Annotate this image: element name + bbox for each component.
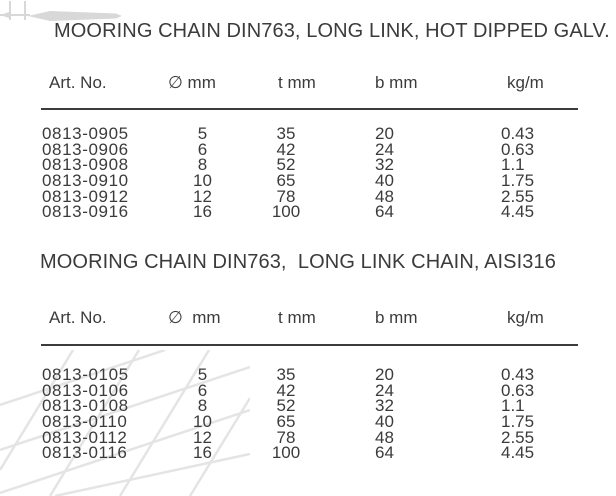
- cell-art-no: 0813-0912: [42, 186, 129, 206]
- cell-t: 35: [276, 365, 296, 384]
- cell-diameter: 6: [197, 139, 208, 159]
- table1-col-header-art-no: Art. No.: [49, 73, 107, 92]
- table2-col-header-diameter: ∅ mm: [168, 308, 221, 327]
- cell-t: 52: [276, 155, 296, 175]
- table1-col-header-t: t mm: [278, 73, 316, 92]
- cell-kg: 1.1: [501, 155, 525, 175]
- cell-diameter: 12: [193, 427, 212, 447]
- cell-art-no: 0813-0110: [42, 412, 128, 431]
- cell-art-no: 0813-0910: [42, 171, 129, 190]
- cell-diameter: 16: [193, 443, 212, 463]
- cell-b: 40: [375, 412, 394, 431]
- cell-t: 42: [276, 139, 296, 159]
- table1-col-header-diameter: ∅ mm: [168, 73, 216, 92]
- cell-b: 48: [375, 186, 394, 206]
- cell-t: 78: [276, 186, 296, 206]
- cell-art-no: 0813-0116: [42, 443, 128, 463]
- table2-col-header-kg-per-m: kg/m: [507, 308, 544, 327]
- table2-row: 0813-0105 5 35 20 0.43: [0, 365, 616, 384]
- cell-diameter: 5: [197, 124, 208, 143]
- cell-t: 65: [276, 412, 296, 431]
- table1-header: Art. No. ∅ mm t mm b mm kg/m: [0, 74, 616, 91]
- table2-row: 0813-0108 8 52 32 1.1: [0, 396, 616, 416]
- cell-art-no: 0813-0916: [42, 202, 129, 222]
- cell-kg: 2.55: [501, 427, 535, 447]
- table2-col-header-b: b mm: [375, 308, 418, 327]
- cell-kg: 1.1: [501, 396, 525, 416]
- table2-row: 0813-0112 12 78 48 2.55: [0, 427, 616, 447]
- cell-kg: 0.63: [501, 380, 535, 400]
- table2-title: MOORING CHAIN DIN763, LONG LINK CHAIN, A…: [40, 251, 556, 273]
- cell-t: 100: [271, 443, 301, 463]
- table1-col-header-kg-per-m: kg/m: [507, 73, 544, 92]
- table1-row: 0813-0912 12 78 48 2.55: [0, 186, 616, 206]
- cell-b: 32: [375, 396, 394, 416]
- cell-diameter: 16: [193, 202, 212, 222]
- cell-diameter: 10: [193, 412, 212, 431]
- cell-b: 24: [375, 139, 394, 159]
- cell-diameter: 10: [193, 171, 212, 190]
- table1-row: 0813-0906 6 42 24 0.63: [0, 139, 616, 159]
- cell-art-no: 0813-0908: [42, 155, 129, 175]
- table2-col-header-t: t mm: [278, 308, 316, 327]
- cell-kg: 0.43: [501, 365, 535, 384]
- cell-diameter: 12: [193, 186, 212, 206]
- table1-header-rule: [41, 108, 578, 110]
- cell-kg: 4.45: [501, 443, 535, 463]
- cell-b: 48: [375, 427, 394, 447]
- cell-art-no: 0813-0112: [42, 427, 128, 447]
- cell-art-no: 0813-0905: [42, 124, 129, 143]
- cell-art-no: 0813-0906: [42, 139, 129, 159]
- cell-art-no: 0813-0108: [42, 396, 129, 416]
- table1-title: MOORING CHAIN DIN763, LONG LINK, HOT DIP…: [54, 20, 610, 42]
- table2-row: 0813-0116 16 100 64 4.45: [0, 443, 616, 463]
- cell-diameter: 6: [197, 380, 208, 400]
- cell-diameter: 5: [197, 365, 208, 384]
- cell-kg: 2.55: [501, 186, 535, 206]
- cell-t: 65: [276, 171, 296, 190]
- cell-diameter: 8: [197, 396, 208, 416]
- table1-row: 0813-0908 8 52 32 1.1: [0, 155, 616, 175]
- table1-row: 0813-0905 5 35 20 0.43: [0, 124, 616, 143]
- table2-row: 0813-0110 10 65 40 1.75: [0, 412, 616, 431]
- cell-t: 52: [276, 396, 296, 416]
- cell-kg: 0.43: [501, 124, 535, 143]
- table1-row: 0813-0910 10 65 40 1.75: [0, 171, 616, 190]
- cell-t: 35: [276, 124, 296, 143]
- cell-b: 24: [375, 380, 394, 400]
- table1-row: 0813-0916 16 100 64 4.45: [0, 202, 616, 222]
- cell-b: 64: [375, 443, 394, 463]
- cell-b: 20: [375, 365, 394, 384]
- cell-b: 40: [375, 171, 394, 190]
- table2-row: 0813-0106 6 42 24 0.63: [0, 380, 616, 400]
- cell-kg: 4.45: [501, 202, 535, 222]
- cell-diameter: 8: [197, 155, 208, 175]
- cell-b: 64: [375, 202, 394, 222]
- cell-b: 20: [375, 124, 394, 143]
- table2-header-rule: [41, 344, 578, 346]
- cell-t: 42: [276, 380, 296, 400]
- cell-t: 78: [276, 427, 296, 447]
- cell-t: 100: [271, 202, 301, 222]
- table2-col-header-art-no: Art. No.: [49, 308, 107, 327]
- cell-kg: 1.75: [501, 412, 535, 431]
- cell-art-no: 0813-0106: [42, 380, 129, 400]
- cell-art-no: 0813-0105: [42, 365, 129, 384]
- table2-header: Art. No. ∅ mm t mm b mm kg/m: [0, 309, 616, 326]
- cell-kg: 1.75: [501, 171, 535, 190]
- cell-kg: 0.63: [501, 139, 535, 159]
- table1-col-header-b: b mm: [375, 73, 418, 92]
- cell-b: 32: [375, 155, 394, 175]
